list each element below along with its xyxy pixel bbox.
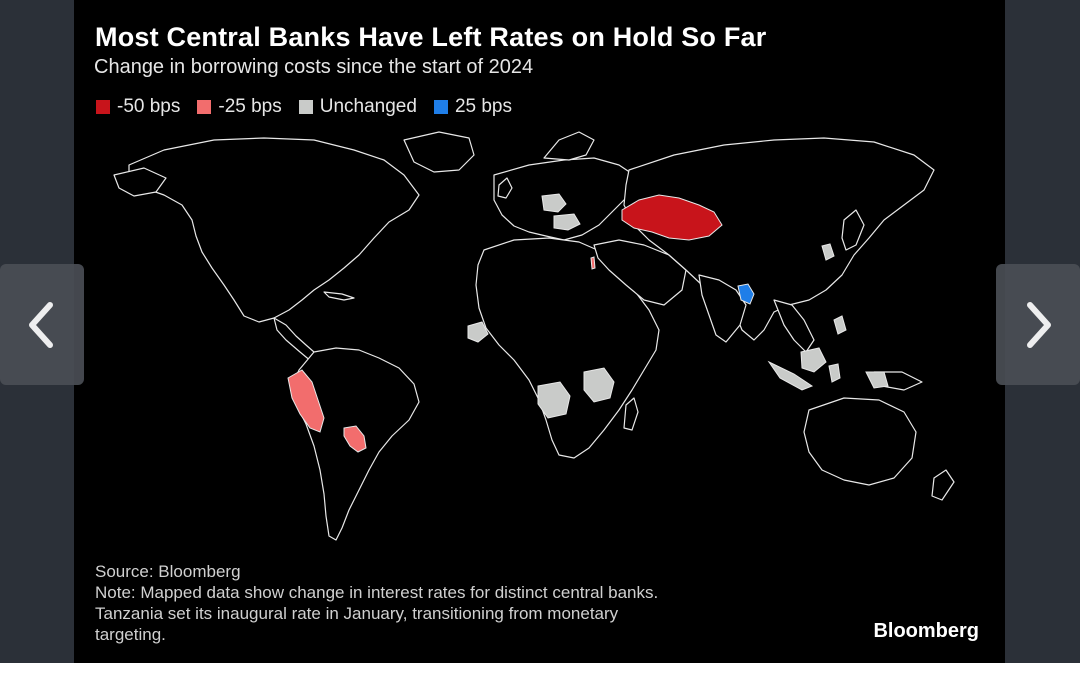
note-line-3: targeting. — [95, 625, 166, 644]
chart-title: Most Central Banks Have Left Rates on Ho… — [95, 22, 767, 52]
japan — [841, 209, 865, 251]
legend-item-plus-25: 25 bps — [433, 96, 512, 118]
legend-label-plus-25: 25 bps — [454, 96, 512, 117]
israel — [590, 256, 596, 270]
kazakhstan — [621, 194, 723, 241]
note-line-2: Tanzania set its inaugural rate in Janua… — [95, 604, 619, 623]
alaska — [113, 167, 167, 197]
peru — [287, 369, 325, 433]
australia — [803, 397, 917, 486]
next-button[interactable] — [996, 264, 1080, 385]
borneo — [800, 347, 827, 373]
philippines — [833, 315, 847, 335]
chevron-right-icon — [1027, 301, 1051, 348]
legend-item-minus-25: -25 bps — [197, 96, 282, 118]
paraguay — [343, 425, 367, 453]
new-zealand — [931, 469, 955, 501]
legend-item-minus-50: -50 bps — [96, 96, 180, 118]
legend-item-unchanged: Unchanged — [298, 96, 417, 118]
chart-card: Most Central Banks Have Left Rates on Ho… — [74, 0, 1005, 663]
sulawesi — [828, 363, 841, 383]
tanzania — [583, 367, 615, 403]
south-korea — [821, 243, 835, 261]
legend: -50 bps -25 bps Unchanged 25 bps — [96, 96, 512, 118]
indian-subcontinent — [698, 274, 747, 343]
legend-swatch-plus-25 — [433, 100, 448, 114]
czech-poland-region — [541, 193, 567, 213]
notes: Source: Bloomberg Note: Mapped data show… — [95, 561, 815, 645]
bloomberg-logo: Bloomberg — [873, 620, 979, 642]
scandinavia — [543, 131, 595, 161]
middle-east — [593, 239, 687, 306]
bangladesh — [737, 283, 755, 305]
legend-label-minus-25: -25 bps — [218, 96, 282, 117]
cuba — [323, 291, 355, 301]
asia — [623, 137, 935, 341]
ghana-region — [467, 321, 489, 343]
chevron-left-icon — [29, 301, 53, 348]
europe — [493, 157, 635, 241]
indonesia-east — [865, 371, 889, 389]
greenland — [403, 131, 475, 173]
chart-subtitle: Change in borrowing costs since the star… — [94, 56, 534, 78]
angola — [537, 381, 571, 419]
source-line: Source: Bloomberg — [95, 562, 241, 581]
hungary-region — [553, 213, 581, 231]
sumatra-java — [767, 360, 814, 391]
legend-swatch-unchanged — [298, 100, 313, 114]
legend-label-minus-50: -50 bps — [117, 96, 181, 117]
note-line-1: Note: Mapped data show change in interes… — [95, 583, 659, 602]
madagascar — [623, 397, 639, 431]
southeast-asia — [773, 299, 815, 353]
legend-label-unchanged: Unchanged — [319, 96, 417, 117]
legend-swatch-minus-50 — [96, 100, 110, 114]
uk — [497, 177, 513, 199]
legend-swatch-minus-25 — [197, 100, 212, 114]
previous-button[interactable] — [0, 264, 84, 385]
north-america-landmass — [128, 137, 420, 323]
world-map — [113, 131, 955, 541]
